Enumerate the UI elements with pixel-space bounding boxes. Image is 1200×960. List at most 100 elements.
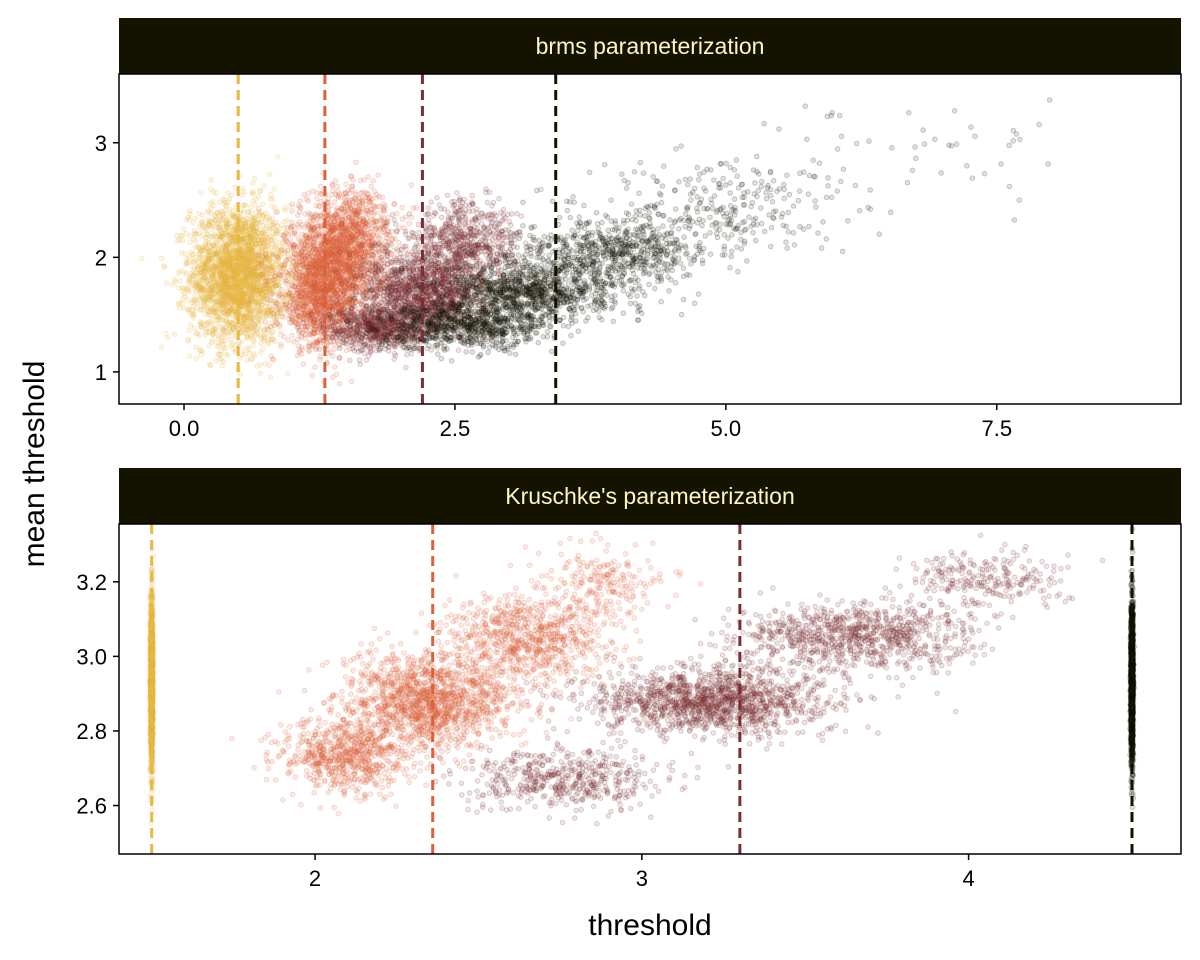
data-point: [162, 265, 167, 270]
data-point: [219, 335, 224, 340]
data-point: [316, 274, 321, 279]
data-point: [259, 261, 264, 266]
data-point: [186, 339, 191, 344]
data-point: [250, 334, 255, 339]
data-point: [317, 338, 322, 343]
data-point: [207, 288, 212, 293]
data-point: [191, 312, 196, 317]
data-point: [270, 268, 275, 273]
data-point: [251, 329, 256, 334]
data-point: [217, 227, 222, 232]
data-point: [282, 334, 287, 339]
data-point: [223, 352, 228, 357]
data-point: [243, 222, 248, 227]
data-point: [253, 272, 258, 277]
data-point: [227, 254, 232, 259]
data-point: [216, 276, 221, 281]
data-point: [221, 259, 226, 264]
data-point: [256, 194, 261, 199]
data-point: [172, 332, 177, 337]
data-point: [175, 238, 180, 243]
data-point: [221, 241, 226, 246]
data-point: [202, 307, 207, 312]
data-point: [298, 199, 303, 204]
data-point: [318, 357, 323, 362]
data-point: [335, 265, 340, 270]
data-point: [333, 365, 338, 370]
data-point: [257, 206, 262, 211]
data-point: [231, 214, 236, 219]
data-point: [238, 372, 243, 377]
data-point: [319, 265, 324, 270]
data-point: [312, 240, 317, 245]
data-point: [176, 286, 181, 291]
data-point: [256, 244, 261, 249]
data-point: [280, 263, 285, 268]
data-point: [297, 298, 302, 303]
data-point: [244, 229, 249, 234]
data-point: [201, 265, 206, 270]
data-point: [240, 261, 245, 266]
data-point: [290, 202, 295, 207]
data-point: [301, 247, 306, 252]
data-point: [257, 312, 262, 317]
data-point: [275, 321, 280, 326]
data-point: [191, 220, 196, 225]
data-point: [290, 333, 295, 338]
data-point: [292, 251, 297, 256]
data-point: [310, 373, 315, 378]
data-point: [331, 289, 336, 294]
data-point: [319, 295, 324, 300]
data-point: [298, 273, 303, 278]
data-point: [191, 304, 196, 309]
data-point: [261, 213, 266, 218]
data-point: [218, 234, 223, 239]
data-point: [184, 218, 189, 223]
data-point: [248, 292, 253, 297]
data-point: [198, 297, 203, 302]
data-point: [261, 346, 266, 351]
data-point: [297, 302, 302, 307]
data-point: [317, 218, 322, 223]
data-point: [196, 264, 201, 269]
data-point: [330, 375, 335, 380]
data-point: [292, 284, 297, 289]
data-point: [286, 338, 291, 343]
data-point: [180, 286, 185, 291]
data-point: [241, 241, 246, 246]
data-point: [217, 298, 222, 303]
data-point: [299, 312, 304, 317]
data-point: [221, 342, 226, 347]
data-point: [209, 178, 214, 183]
data-point: [222, 228, 227, 233]
data-point: [211, 273, 216, 278]
data-point: [270, 331, 275, 336]
data-point: [245, 325, 250, 330]
data-point: [253, 233, 258, 238]
data-point: [251, 190, 256, 195]
data-point: [338, 275, 343, 280]
data-point: [259, 272, 264, 277]
data-point: [313, 262, 318, 267]
data-point: [222, 310, 227, 315]
data-point: [237, 340, 242, 345]
data-point: [274, 231, 279, 236]
data-point: [215, 211, 220, 216]
data-point: [290, 209, 295, 214]
data-point: [183, 251, 188, 256]
data-point: [251, 199, 256, 204]
data-point: [285, 270, 290, 275]
data-point: [307, 332, 312, 337]
data-point: [248, 357, 253, 362]
data-point: [199, 190, 204, 195]
data-point: [159, 345, 164, 350]
data-point: [251, 287, 256, 292]
data-point: [218, 216, 223, 221]
data-point: [186, 307, 191, 312]
data-point: [281, 315, 286, 320]
data-point: [184, 260, 189, 265]
data-point: [215, 282, 220, 287]
data-point: [208, 267, 213, 272]
data-point: [265, 297, 270, 302]
data-point: [298, 239, 303, 244]
